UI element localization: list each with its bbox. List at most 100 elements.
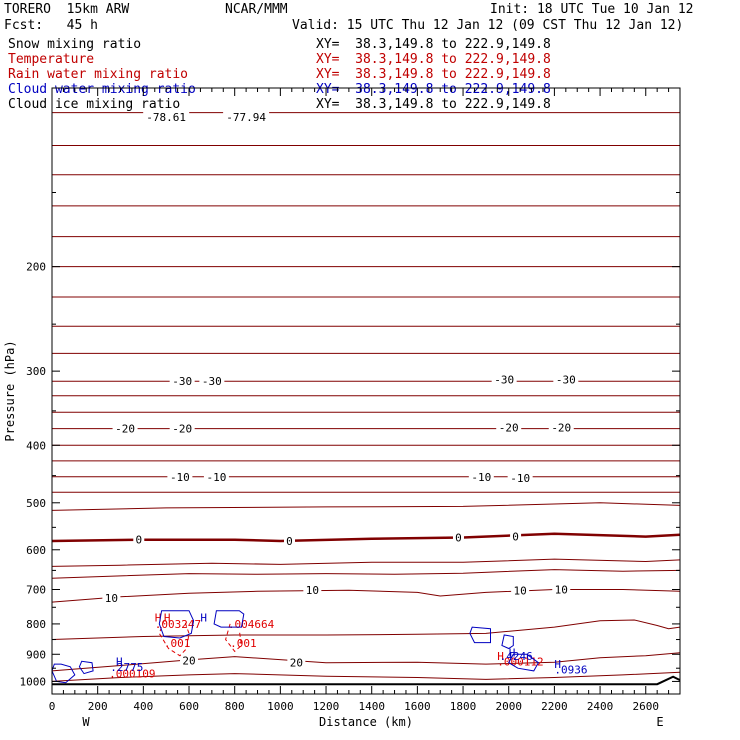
rain-contour <box>158 620 190 657</box>
isotherm-layer: -78.61 -77.94 -30 -30 -30 -30 -20 -20 -20 -20 -10 -… <box>51 111 681 682</box>
isotherm-line <box>51 671 681 682</box>
east-label: E <box>656 715 663 729</box>
rain-contour <box>225 623 243 653</box>
isotherm-label-bg <box>180 654 199 667</box>
isotherm-label: -78.61 <box>146 111 186 124</box>
x-tick-label: 1000 <box>267 700 294 713</box>
isotherm-label-bg <box>496 421 522 434</box>
isotherm-label: -30 <box>494 374 514 387</box>
x-tick-label: 1800 <box>450 700 477 713</box>
isotherm-label-bg <box>510 530 522 543</box>
field-name-rain: Rain water mixing ratio <box>8 67 189 82</box>
rain-value-label: .004664 <box>228 618 275 631</box>
isotherm-label: 0 <box>286 535 293 548</box>
isotherm-label: -10 <box>206 471 226 484</box>
y-tick-label: 500 <box>26 497 46 510</box>
cloud-water-max-marker: H <box>509 646 516 659</box>
x-axis-title: Distance (km) <box>319 715 413 729</box>
isotherm-label-bg <box>102 591 121 604</box>
terrain-layer <box>52 675 681 686</box>
y-tick-label: 300 <box>26 365 46 378</box>
isotherm-label: -20 <box>551 421 571 434</box>
isotherm-label-bg <box>203 470 229 483</box>
isotherm-line <box>51 558 681 567</box>
cloud-water-contour <box>51 663 76 684</box>
isotherm-label: 0 <box>135 534 142 547</box>
isotherm-label: -30 <box>202 375 222 388</box>
isotherm-label: -30 <box>172 375 192 388</box>
terrain-line <box>52 675 681 686</box>
isotherm-label-bg <box>552 583 571 596</box>
cloud-water-contour <box>213 610 245 628</box>
axes-layer: 0 200 400 600 800 1000 1200 1400 1600 1800 2000 220… <box>20 88 680 713</box>
isotherm-label-bg <box>133 533 145 546</box>
isotherm-line <box>51 532 681 543</box>
cloud-water-contour <box>508 653 540 672</box>
cloud-water-contour <box>78 660 94 675</box>
isotherm-label-bg <box>169 422 195 435</box>
valid-time: Valid: 15 UTC Thu 12 Jan 12 (09 CST Thu … <box>292 18 684 33</box>
isotherm-label: -10 <box>471 471 491 484</box>
cloud-water-value-label: .2775 <box>110 661 143 674</box>
forecast-hour: Fcst: 45 h <box>4 18 98 33</box>
isotherm-line <box>51 589 681 603</box>
isotherm-label: 10 <box>555 584 568 597</box>
x-tick-label: 1200 <box>313 700 340 713</box>
rain-value-label: .001 <box>164 637 191 650</box>
isotherm-label: 10 <box>306 584 319 597</box>
rain-value-label: .003247 <box>155 618 201 631</box>
isotherm-label: 0 <box>512 531 519 544</box>
isotherm-label: 10 <box>105 592 118 605</box>
y-axis-title: Pressure (hPa) <box>3 340 17 441</box>
isotherm-line <box>51 619 681 640</box>
cloud-water-contour <box>469 626 491 644</box>
west-label: W <box>82 715 90 729</box>
y-tick-label: 600 <box>26 544 46 557</box>
isotherm-label-bg <box>283 535 295 548</box>
cloud-water-max-marker: H <box>200 611 207 624</box>
y-tick-label: 1000 <box>20 675 47 688</box>
isotherm-label-bg <box>199 375 225 388</box>
x-tick-label: 2600 <box>632 700 659 713</box>
isotherm-label-bg <box>223 111 270 124</box>
plot-frame <box>51 87 681 695</box>
cloud-water-value-label: .4246 <box>500 650 533 663</box>
isotherm-label-bg <box>548 421 574 434</box>
isotherm-label: -30 <box>556 374 576 387</box>
isotherm-label-bg <box>169 375 195 388</box>
field-xy-snow: XY= 38.3,149.8 to 222.9,149.8 <box>316 37 551 52</box>
x-tick-label: 400 <box>133 700 153 713</box>
isotherm-label-bg <box>491 373 517 386</box>
rain-value-label: .000109 <box>109 668 155 681</box>
isotherm-label-bg <box>507 471 533 484</box>
isotherm-label: -20 <box>172 423 192 436</box>
isotherm-label-bg <box>287 656 306 669</box>
field-name-snow: Snow mixing ratio <box>8 37 142 52</box>
isotherm-label-bg <box>511 584 530 597</box>
x-tick-label: 600 <box>179 700 199 713</box>
y-tick-label: 700 <box>26 584 46 597</box>
isotherm-label-bg <box>167 470 193 483</box>
rain-max-marker: H <box>155 611 162 624</box>
isotherm-line <box>51 569 681 579</box>
y-tick-label: 900 <box>26 648 46 661</box>
isotherm-line <box>51 652 681 672</box>
init-time: Init: 18 UTC Tue 10 Jan 12 <box>490 2 694 17</box>
field-name-temperature: Temperature <box>8 52 95 67</box>
isotherm-label-bg <box>553 373 579 386</box>
isotherm-label: -10 <box>510 472 530 485</box>
center-name: NCAR/MMM <box>225 2 288 17</box>
field-xy-cloud-water: XY= 38.3,149.8 to 222.9,149.8 <box>316 82 551 97</box>
cloud-water-max-marker: H <box>554 658 561 671</box>
field-xy-rain: XY= 38.3,149.8 to 222.9,149.8 <box>316 67 551 82</box>
x-tick-label: 2000 <box>495 700 522 713</box>
isotherm-label-bg <box>143 111 190 124</box>
isotherm-label-bg <box>303 584 322 597</box>
x-tick-label: 800 <box>225 700 245 713</box>
isotherm-label: 0 <box>455 531 462 544</box>
x-tick-label: 1600 <box>404 700 431 713</box>
x-tick-label: 2200 <box>541 700 568 713</box>
